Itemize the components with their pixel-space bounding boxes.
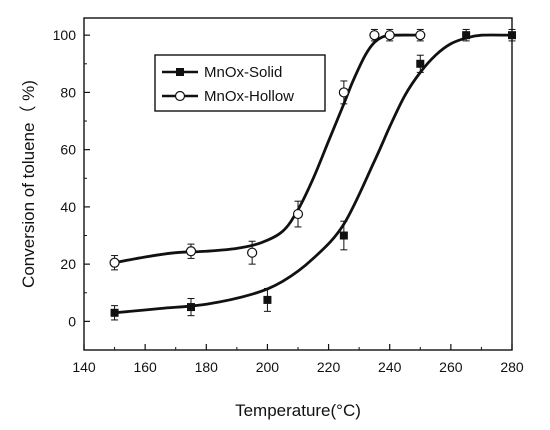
legend-label-hollow: MnOx-Hollow — [204, 88, 294, 105]
data-point-solid — [110, 308, 119, 317]
data-point-hollow — [369, 30, 380, 41]
x-tick-label: 180 — [195, 359, 219, 375]
y-tick-label: 100 — [53, 27, 77, 43]
legend-box — [154, 54, 326, 112]
x-axis: 140 160 180 200 220 240 260 280 — [72, 344, 524, 375]
data-point-solid — [508, 31, 516, 40]
data-point-solid — [416, 59, 425, 68]
legend-label-solid: MnOx-Solid — [204, 64, 282, 81]
data-point-solid — [263, 295, 272, 304]
legend-marker-hollow — [174, 90, 186, 102]
data-point-solid — [339, 231, 348, 240]
data-point-hollow — [384, 30, 395, 41]
x-tick-label: 240 — [378, 359, 402, 375]
data-point-hollow — [338, 87, 349, 98]
x-tick-label: 260 — [439, 359, 463, 375]
data-point-hollow — [109, 257, 120, 268]
data-point-hollow — [292, 208, 304, 220]
y-axis-title: Conversion of toluene（ %) — [19, 80, 38, 288]
y-tick-label: 80 — [60, 84, 76, 100]
y-tick-label: 0 — [68, 313, 76, 329]
data-point-hollow — [415, 30, 426, 41]
data-point-hollow — [247, 247, 258, 258]
x-tick-label: 220 — [317, 359, 341, 375]
data-point-solid — [187, 303, 195, 312]
x-tick-label: 200 — [256, 359, 280, 375]
legend: MnOx-Solid MnOx-Hollow — [154, 54, 326, 112]
x-tick-label: 140 — [72, 359, 96, 375]
y-tick-label: 60 — [60, 142, 76, 158]
x-tick-label: 160 — [133, 359, 157, 375]
x-axis-title: Temperature(°C) — [235, 401, 361, 420]
fit-curve-solid — [113, 33, 514, 315]
data-point-solid — [462, 31, 471, 40]
fit-curve-hollow — [113, 33, 422, 265]
y-tick-label: 40 — [60, 199, 76, 215]
x-tick-label: 280 — [500, 359, 524, 375]
legend-marker-solid — [176, 68, 184, 76]
fit-curves — [113, 33, 514, 315]
y-tick-label: 20 — [60, 256, 76, 272]
y-axis: 0 20 40 60 80 100 — [53, 27, 90, 329]
data-markers — [109, 28, 516, 321]
data-point-hollow — [185, 246, 197, 257]
